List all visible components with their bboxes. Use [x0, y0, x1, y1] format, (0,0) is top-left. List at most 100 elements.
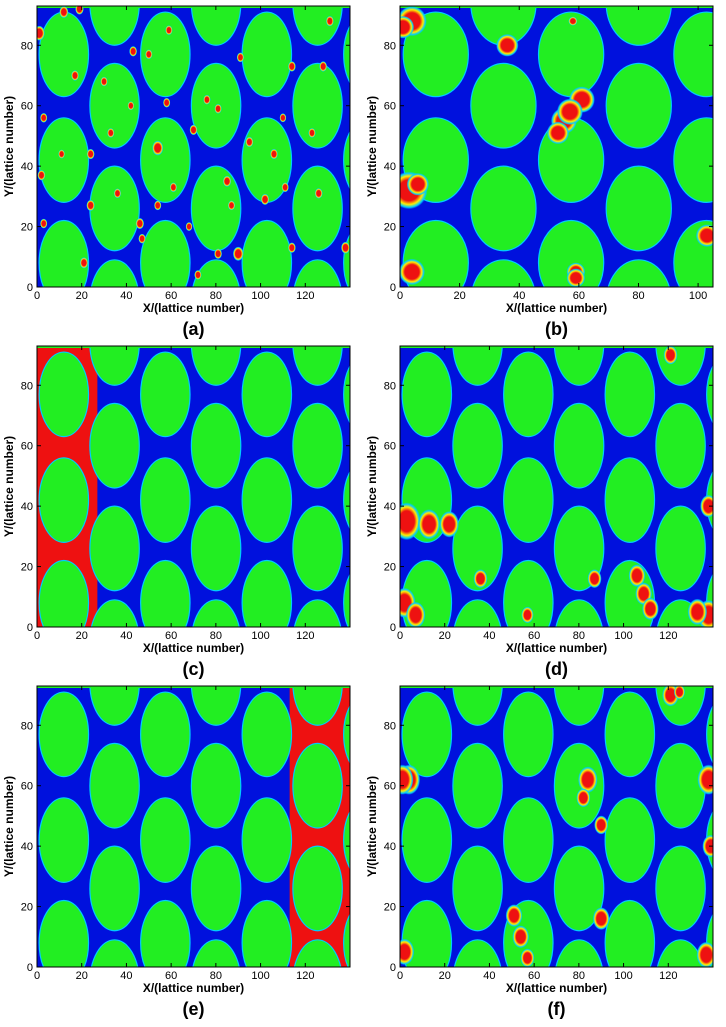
solid-grain: [241, 691, 293, 778]
solid-grain: [140, 11, 191, 98]
x-tick-label: 60: [165, 630, 177, 642]
y-tick-label: 40: [21, 501, 33, 513]
solid-grain: [241, 899, 293, 967]
y-tick-label: 60: [384, 101, 396, 113]
solid-grain: [190, 742, 242, 829]
droplet: [400, 938, 415, 966]
droplet: [145, 49, 153, 60]
droplet: [663, 346, 678, 365]
droplet: [86, 148, 95, 160]
solid-grain: [90, 259, 139, 287]
droplet: [279, 113, 287, 123]
x-tick-label: 60: [165, 970, 177, 982]
droplet: [165, 25, 173, 36]
droplet: [113, 188, 122, 199]
droplet: [152, 140, 164, 156]
droplet: [194, 270, 202, 280]
x-tick-label: 60: [165, 290, 177, 302]
solid-grain: [452, 505, 503, 592]
y-tick-label: 80: [384, 40, 396, 52]
top-wall: [400, 6, 713, 8]
droplet: [505, 904, 523, 927]
droplet: [546, 121, 570, 145]
y-tick-label: 80: [21, 720, 33, 732]
plot-frame: [36, 685, 351, 968]
y-tick-label: 0: [390, 962, 396, 974]
solid-grain: [472, 259, 535, 287]
droplet: [138, 233, 146, 244]
solid-grain: [292, 505, 343, 592]
solid-grain: [553, 346, 605, 386]
pore-space: [400, 346, 713, 627]
droplet: [405, 601, 426, 627]
y-tick-label: 20: [21, 902, 33, 914]
solid-grain: [343, 470, 350, 530]
droplet: [696, 941, 713, 967]
solid-grain: [655, 402, 706, 489]
solid-grain: [140, 219, 191, 287]
solid-grain: [140, 351, 191, 438]
droplet: [169, 182, 178, 193]
solid-grain: [90, 939, 139, 967]
top-wall: [400, 346, 713, 348]
solid-grain: [553, 742, 605, 829]
y-tick-label: 80: [384, 380, 396, 392]
solid-grain: [343, 130, 350, 190]
field-map: [37, 686, 350, 967]
droplet: [40, 112, 48, 123]
solid-grain: [452, 346, 503, 386]
x-tick-label: 20: [439, 970, 451, 982]
y-tick-label: 20: [384, 902, 396, 914]
top-wall: [37, 346, 350, 348]
solid-grain: [38, 559, 90, 627]
panel-c: 0 20 40 60 80 100 120 0 20 40 60 80 X/(lattice numbe…: [0, 340, 363, 680]
top-wall: [37, 6, 350, 8]
solid-grain: [241, 797, 293, 883]
x-tick-label: 100: [251, 630, 269, 642]
droplet: [154, 200, 162, 211]
y-tick-label: 40: [21, 841, 33, 853]
panel-label: (b): [545, 319, 568, 339]
droplet: [400, 502, 421, 541]
solid-grain: [553, 686, 605, 726]
solid-grain: [503, 559, 554, 627]
solid-grain: [343, 364, 350, 424]
droplet: [37, 25, 45, 41]
solid-grain: [89, 6, 140, 46]
droplet: [473, 569, 488, 589]
field-map: [400, 346, 713, 627]
y-tick-label: 40: [21, 161, 33, 173]
x-tick-label: 0: [34, 630, 40, 642]
solid-grain: [553, 845, 605, 932]
solid-grain: [605, 165, 672, 252]
solid-grain: [292, 346, 343, 386]
panel-f: 0 20 40 60 80 100 120 0 20 40 60 80 X/(lattice numbe…: [363, 680, 726, 1022]
solid-grain: [190, 402, 242, 489]
y-tick-label: 0: [390, 622, 396, 634]
solid-grain: [89, 402, 140, 489]
solid-grain: [503, 351, 554, 438]
plot-frame: [399, 5, 714, 288]
plot-frame: [36, 345, 351, 628]
solid-grain: [89, 346, 140, 386]
y-tick-label: 60: [384, 441, 396, 453]
droplet: [107, 127, 115, 138]
field-map: [400, 6, 713, 287]
y-axis-label: Y/(lattice number): [365, 776, 379, 877]
solid-grain: [452, 742, 503, 829]
field-map: [37, 346, 350, 627]
solid-grain: [140, 691, 191, 778]
droplet: [556, 98, 583, 125]
droplet: [222, 175, 232, 187]
droplet: [203, 94, 211, 105]
solid-grain: [537, 219, 605, 287]
solid-grain: [453, 939, 502, 967]
x-tick-label: 100: [251, 970, 269, 982]
solid-grain: [553, 505, 605, 592]
x-tick-label: 100: [251, 290, 269, 302]
x-tick-label: 0: [397, 290, 403, 302]
x-axis-label: X/(lattice number): [506, 301, 607, 315]
solid-grain: [190, 346, 242, 386]
panel-label: (c): [183, 659, 205, 679]
